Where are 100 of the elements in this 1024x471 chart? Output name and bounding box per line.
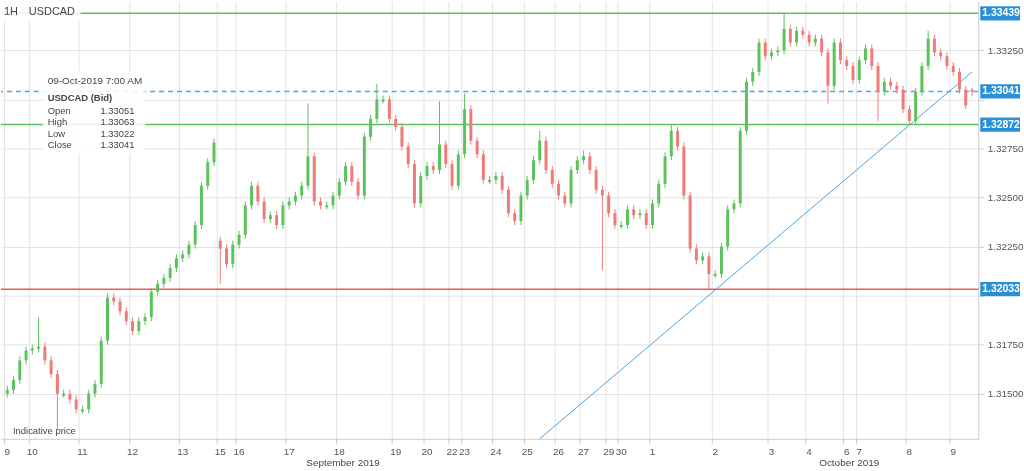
text: October 2019 (819, 456, 880, 468)
x-tick-label: 4 (806, 446, 813, 458)
candlestick (49, 355, 53, 379)
candlestick (763, 38, 767, 61)
annotation: Open (47, 104, 71, 116)
candlestick (256, 181, 260, 206)
candlestick (43, 342, 47, 365)
candlestick (907, 104, 911, 126)
candlestick (588, 151, 592, 175)
candlestick (594, 165, 598, 195)
annotation: 1.33041 (100, 139, 135, 151)
candlestick (644, 208, 648, 230)
candlestick (444, 140, 448, 169)
x-tick-label: 1 (649, 446, 656, 458)
candlestick (387, 95, 391, 124)
y-tick-label: 1.32500 (987, 192, 1024, 204)
ref-line-label: 1.33041 (982, 85, 1021, 97)
x-tick-label: 30 (615, 446, 628, 458)
candlestick (707, 251, 711, 291)
candlestick (851, 61, 855, 85)
annotation: 1.33022 (100, 127, 135, 139)
candlestick (676, 126, 680, 151)
x-tick-label: 11 (77, 446, 89, 458)
x-tick-label: 20 (421, 446, 433, 458)
candlestick (651, 198, 654, 230)
x-tick-label: 2 (712, 446, 719, 458)
annotation: 09-Oct-2019 7:00 AM (47, 74, 143, 86)
x-tick-label: 9 (950, 446, 957, 458)
y-tick-label: 1.31500 (987, 388, 1024, 400)
text: September 2019 (306, 456, 381, 468)
x-tick-label: 27 (578, 446, 590, 458)
x-tick-label: 22 (446, 446, 459, 458)
x-tick-label: 3 (768, 446, 775, 458)
candlestick (838, 38, 842, 65)
annotation: High (47, 116, 68, 128)
ref-line-label: 1.33439 (982, 7, 1021, 19)
y-tick-label: 1.32250 (987, 241, 1024, 253)
candlestick (87, 389, 91, 414)
x-tick-label: 6 (843, 446, 850, 458)
x-tick-label: 19 (390, 446, 402, 458)
candlestick (857, 55, 861, 85)
candlestick (475, 136, 479, 159)
x-tick-label: 26 (553, 446, 565, 458)
x-tick-label: 24 (490, 446, 502, 458)
x-tick-label: 25 (521, 446, 534, 458)
candlestick (638, 208, 642, 220)
candlestick (212, 138, 216, 167)
candlestick (732, 198, 736, 214)
candlestick (531, 155, 535, 185)
candlestick (68, 389, 72, 404)
candlestick (600, 185, 604, 271)
candlestick (344, 161, 348, 187)
annotation: Low (47, 127, 66, 139)
y-tick-label: 1.33250 (987, 44, 1024, 56)
x-tick-label: 8 (906, 446, 913, 458)
candlestick (356, 177, 360, 200)
candlestick (262, 197, 266, 224)
y-tick-label: 1.31750 (987, 339, 1024, 351)
candlestick (250, 181, 254, 210)
ref-line-label: 1.32033 (982, 283, 1021, 295)
candlestick (550, 165, 554, 189)
candlestick (450, 159, 454, 191)
candlestick (788, 24, 792, 47)
candlestick (231, 240, 235, 269)
candlestick (281, 200, 285, 230)
candlestick (795, 26, 799, 47)
x-tick-label: 15 (214, 446, 227, 458)
annotation: 1.33063 (100, 116, 135, 128)
candlestick (525, 175, 529, 200)
x-tick-label: 29 (603, 446, 615, 458)
candlestick (694, 244, 698, 265)
candlestick (957, 67, 961, 95)
candlestick (625, 204, 629, 230)
annotation: 1.33051 (100, 104, 135, 116)
x-tick-label: 9 (4, 446, 11, 458)
candlestick (500, 171, 504, 195)
candlestick (400, 122, 404, 151)
candlestick (506, 185, 510, 218)
x-tick-label: 10 (26, 446, 39, 458)
annotation: Close (47, 139, 72, 151)
candlestick (901, 85, 905, 114)
y-tick-label: 1.32750 (987, 142, 1024, 154)
candlestick (964, 85, 968, 110)
chart-title: USDCAD (28, 5, 76, 18)
candlestick (494, 171, 498, 185)
x-tick-label: 16 (233, 446, 246, 458)
x-tick-label: 17 (283, 446, 296, 458)
x-tick-label: 18 (333, 446, 346, 458)
candlestick (350, 161, 354, 187)
x-tick-label: 7 (856, 446, 863, 458)
candlestick (657, 179, 661, 208)
candlestick (932, 34, 936, 57)
candlestick (557, 179, 561, 200)
candlestick (193, 220, 197, 250)
x-tick-label: 23 (459, 446, 471, 458)
candlestick (406, 142, 410, 169)
candlestick (870, 44, 874, 71)
chart-subtitle: 1H (3, 5, 18, 18)
candlestick (218, 236, 222, 285)
candlestick (162, 273, 166, 289)
